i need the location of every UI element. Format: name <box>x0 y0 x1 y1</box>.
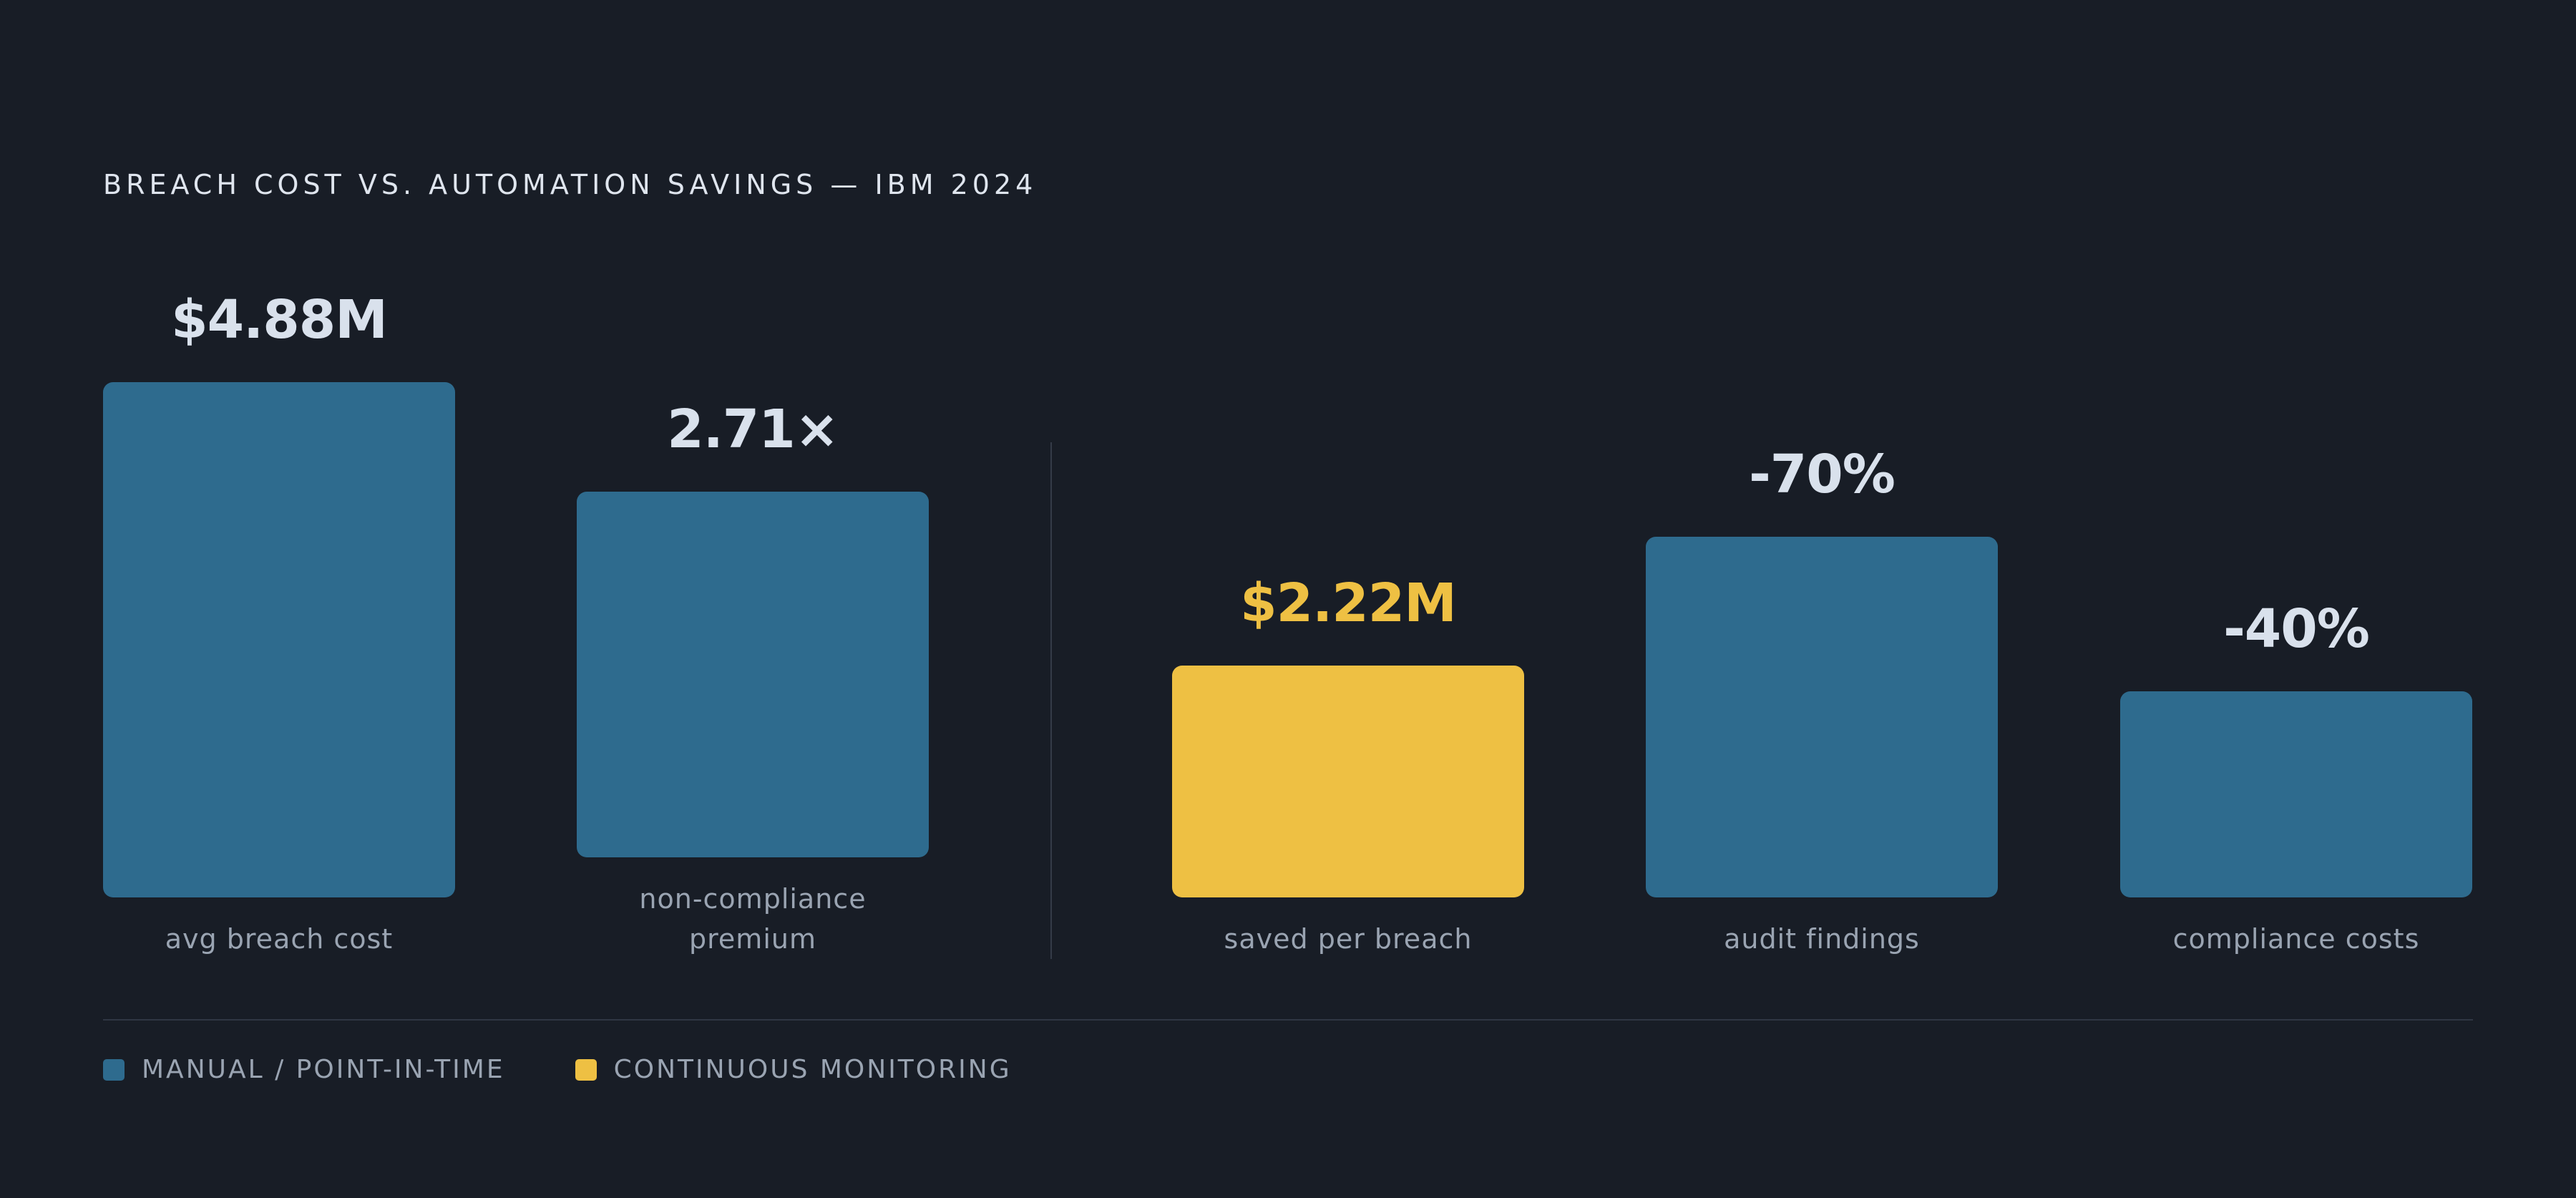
data-label-compliance-costs: -40% <box>2223 598 2370 660</box>
category-label-saved-per-breach: saved per breach <box>1224 923 1473 955</box>
legend-label-continuous: CONTINUOUS MONITORING <box>613 1055 1012 1084</box>
bar-audit-findings <box>1646 537 1998 897</box>
bar-compliance-costs <box>2120 691 2472 897</box>
legend-swatch-manual <box>103 1058 125 1081</box>
data-label-non-compliance-premium: 2.71× <box>667 399 839 460</box>
bar-non-compliance-premium <box>577 492 929 857</box>
data-label-saved-per-breach: $2.22M <box>1240 573 1457 634</box>
category-label-non-compliance-premium: non-compliance premium <box>639 883 867 955</box>
legend-swatch-continuous <box>575 1058 597 1081</box>
legend-rule <box>103 1019 2473 1021</box>
bar-saved-per-breach <box>1172 666 1524 897</box>
legend-item-manual: MANUAL / POINT-IN-TIME <box>103 1055 505 1084</box>
category-label-compliance-costs: compliance costs <box>2172 923 2420 955</box>
legend-item-continuous: CONTINUOUS MONITORING <box>575 1055 1012 1084</box>
data-label-avg-breach-cost: $4.88M <box>171 289 388 351</box>
data-label-audit-findings: -70% <box>1749 444 1896 505</box>
category-label-audit-findings: audit findings <box>1724 923 1920 955</box>
group-divider <box>1050 442 1052 959</box>
category-label-avg-breach-cost: avg breach cost <box>165 923 394 955</box>
legend-label-manual: MANUAL / POINT-IN-TIME <box>142 1055 505 1084</box>
chart-title: BREACH COST VS. AUTOMATION SAVINGS — IBM… <box>103 169 1038 200</box>
bar-avg-breach-cost <box>103 382 455 897</box>
legend: MANUAL / POINT-IN-TIME CONTINUOUS MONITO… <box>103 1055 1082 1084</box>
